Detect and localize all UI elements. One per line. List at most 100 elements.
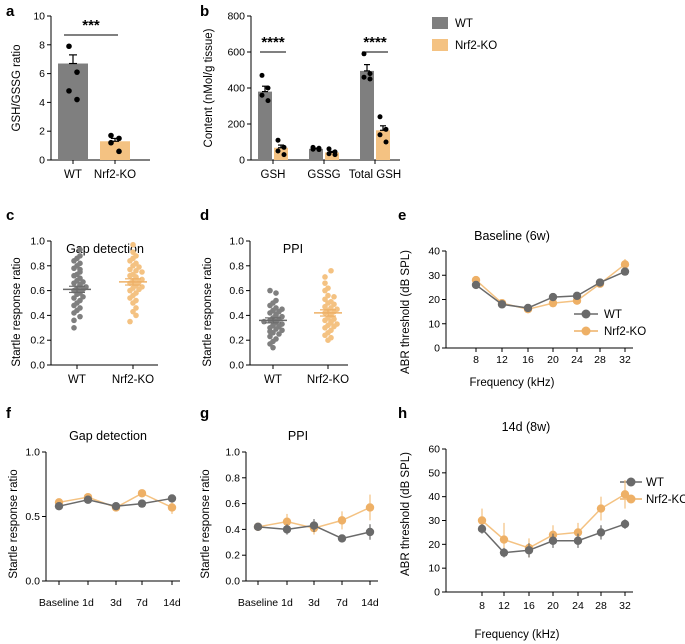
x-tick-label-h: 12	[498, 600, 510, 612]
y-tick-label-d: 0.0	[229, 360, 244, 372]
data-point-b	[326, 151, 332, 157]
data-point-d	[325, 337, 331, 344]
data-point-a	[116, 135, 122, 142]
x-tick-label-h: 20	[547, 600, 559, 612]
data-point-d	[331, 323, 337, 330]
data-point-c	[127, 318, 133, 325]
y-tick-label-c: 0.8	[30, 260, 45, 272]
data-point-b	[361, 51, 367, 57]
legend-label-ko-h: Nrf2-KO	[646, 494, 685, 506]
data-point-b	[281, 152, 287, 158]
data-point-b	[383, 139, 389, 145]
y-tick-label-c: 0.6	[30, 285, 45, 297]
y-tick-label-d: 0.4	[229, 310, 244, 322]
data-point-c	[127, 258, 133, 264]
data-point-c	[136, 286, 142, 293]
data-point-a	[108, 139, 114, 146]
y-axis-label-e: ABR threshold (dB SPL)	[400, 250, 412, 374]
data-point-c	[71, 258, 77, 264]
y-tick-label-c: 0.0	[30, 360, 45, 372]
panel-label-d: d	[200, 207, 209, 224]
x-tick-label-e: 8	[473, 354, 479, 366]
x-tick-label-f: 3d	[110, 597, 122, 609]
y-tick-label-b: 400	[227, 83, 245, 95]
y-tick-label-e: 10	[428, 318, 440, 330]
data-point-b	[383, 126, 389, 132]
data-point-g-WT	[337, 534, 347, 543]
data-point-f-Nrf2-KO	[167, 503, 177, 512]
data-point-h-WT	[499, 548, 509, 557]
x-tick-label-e: 32	[619, 354, 631, 366]
chart-title-g: PPI	[288, 429, 308, 443]
bar-a-1	[100, 141, 130, 160]
x-tick-label-b: GSSG	[307, 169, 340, 181]
data-point-g-WT	[309, 521, 319, 530]
data-point-d	[267, 341, 273, 347]
data-point-d	[270, 329, 276, 336]
x-tick-label-g: Baseline	[238, 597, 278, 609]
data-point-c	[136, 264, 142, 270]
data-point-d	[322, 332, 328, 339]
y-tick-label-f: 0.5	[25, 511, 40, 523]
data-point-d	[267, 287, 273, 294]
data-point-b	[265, 98, 271, 104]
data-point-c	[71, 295, 77, 301]
data-point-f-WT	[137, 499, 147, 508]
x-tick-label-e: 20	[547, 354, 559, 366]
x-tick-label-e: 12	[496, 354, 508, 366]
y-tick-label-b: 800	[227, 11, 245, 23]
data-point-d	[331, 301, 337, 308]
x-tick-label-e: 24	[571, 354, 583, 366]
data-point-d	[267, 302, 273, 309]
data-point-e-WT	[497, 300, 507, 309]
legend-marker-wt-h	[626, 477, 636, 487]
legend-label-ko-e: Nrf2-KO	[604, 326, 646, 338]
y-tick-label-b: 200	[227, 119, 245, 131]
y-axis-label-d: Startle response ratio	[202, 257, 214, 366]
data-point-c	[133, 305, 139, 311]
y-axis-label-f: Startle response ratio	[8, 469, 20, 578]
data-point-h-Nrf2-KO	[620, 490, 630, 499]
panel-label-f: f	[6, 405, 12, 422]
data-point-d	[328, 267, 334, 274]
data-point-b	[361, 74, 367, 80]
x-tick-label-c: WT	[68, 374, 86, 386]
y-tick-label-g: 0.0	[225, 576, 240, 588]
y-tick-label-f: 0.0	[25, 576, 40, 588]
legend-marker-ko-e	[581, 326, 591, 336]
y-tick-label-b: 0	[239, 155, 245, 167]
data-point-d	[325, 292, 331, 299]
data-point-c	[133, 267, 139, 274]
y-tick-label-d: 0.6	[229, 285, 244, 297]
x-tick-label-e: 16	[522, 354, 534, 366]
x-tick-label-h: 32	[619, 600, 631, 612]
data-point-c	[133, 312, 139, 319]
x-tick-label-d: WT	[264, 374, 282, 386]
data-point-c	[77, 246, 83, 253]
panel-label-e: e	[398, 207, 406, 224]
y-tick-label-c: 0.2	[30, 335, 45, 347]
y-tick-label-a: 10	[33, 11, 45, 23]
bar-b-WT	[360, 70, 374, 160]
chart-title-f: Gap detection	[69, 429, 147, 443]
data-point-d	[325, 300, 331, 306]
data-point-f-WT	[54, 501, 64, 511]
legend-label-ko: Nrf2-KO	[455, 40, 497, 52]
x-tick-label-b: Total GSH	[349, 169, 401, 181]
y-tick-label-e: 0	[434, 343, 440, 355]
y-tick-label-a: 4	[39, 97, 45, 109]
chart-title-c: Gap detection	[66, 242, 144, 256]
x-tick-label-g: 3d	[308, 597, 320, 609]
data-point-h-WT	[573, 536, 583, 545]
data-point-h-Nrf2-KO	[596, 504, 606, 513]
data-point-h-WT	[477, 524, 487, 534]
data-point-c	[130, 263, 136, 269]
data-point-f-WT	[83, 495, 93, 504]
data-point-d	[322, 303, 328, 310]
data-point-g-WT	[282, 525, 292, 534]
data-point-a	[66, 43, 72, 50]
data-point-e-Nrf2-KO	[548, 298, 558, 308]
data-point-f-WT	[167, 494, 177, 503]
data-point-h-Nrf2-KO	[477, 516, 487, 525]
